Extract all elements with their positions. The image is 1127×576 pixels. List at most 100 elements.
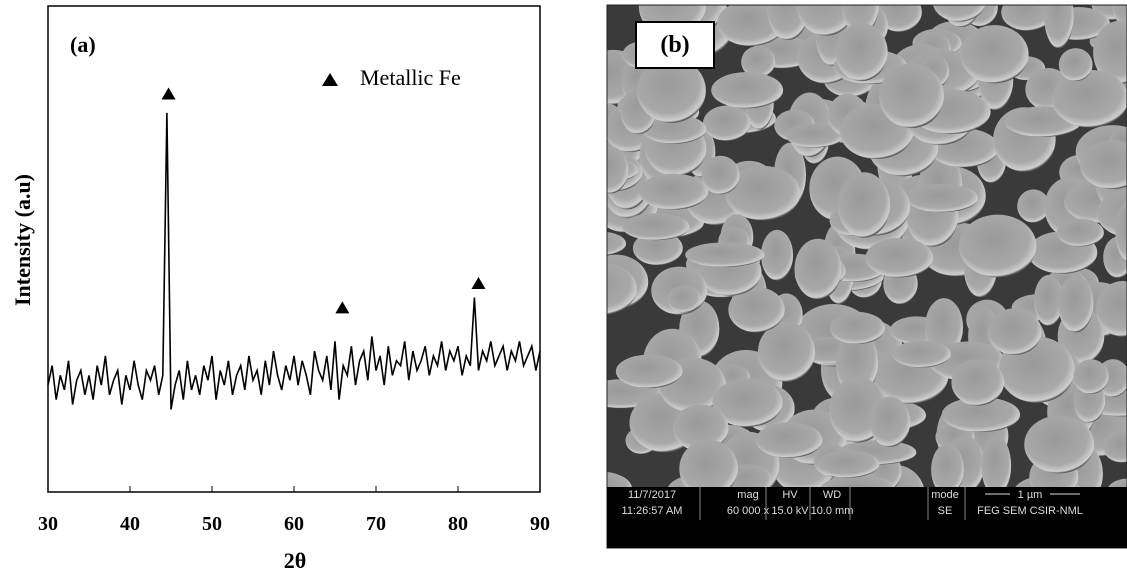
peak-marker <box>471 277 486 290</box>
particle <box>829 311 885 345</box>
particle <box>642 114 707 144</box>
particle <box>757 321 815 382</box>
info-text: 11/7/2017 <box>628 489 676 501</box>
particle <box>1024 415 1095 474</box>
particle <box>607 146 629 194</box>
particle <box>667 285 701 313</box>
info-bar-text: 11/7/2017 11:26:57 AM mag 60 000 x HV 15.0 kV… <box>622 487 1083 520</box>
x-tick-label: 70 <box>366 513 386 535</box>
particle <box>741 45 776 78</box>
particle <box>837 172 891 238</box>
particle <box>712 378 783 428</box>
particle <box>906 184 979 213</box>
particle <box>981 435 1012 487</box>
particle <box>820 475 896 487</box>
info-text: 11:26:57 AM <box>622 505 683 517</box>
particle <box>1073 359 1109 394</box>
x-tick-label: 60 <box>284 513 304 535</box>
xrd-plot: (a) Metallic Fe 2θ Intensity (a.u) 30 40 5… <box>10 5 550 573</box>
particle <box>817 450 880 478</box>
x-tick-label: 50 <box>202 513 222 535</box>
particle <box>1115 200 1127 262</box>
particle <box>933 5 986 22</box>
particle <box>760 229 794 281</box>
legend-symbol <box>322 73 338 86</box>
info-text: HV <box>782 489 798 501</box>
particle <box>1093 20 1127 85</box>
x-tick-label: 30 <box>38 513 58 535</box>
info-bar <box>607 487 1127 548</box>
particle <box>869 396 911 447</box>
particle <box>1051 69 1127 128</box>
info-text: 60 000 x <box>727 505 770 517</box>
info-text: 15.0 kV <box>771 505 809 517</box>
legend-label: Metallic Fe <box>360 65 461 90</box>
info-text: mode <box>931 489 959 501</box>
particle <box>1102 430 1127 463</box>
peak-marker <box>161 87 176 100</box>
info-text: 10.0 mm <box>811 505 854 517</box>
x-axis-label: 2θ <box>284 548 306 573</box>
particle <box>673 404 729 452</box>
particle <box>1033 274 1064 326</box>
particle <box>931 443 964 487</box>
scale-label: 1 µm <box>1018 489 1043 501</box>
particle <box>794 238 842 300</box>
particle <box>607 157 639 183</box>
particle <box>865 238 934 278</box>
plot-frame <box>47 5 541 493</box>
particle <box>607 231 626 256</box>
particle <box>892 340 951 368</box>
particle <box>703 105 751 141</box>
sem-particles <box>607 5 1127 487</box>
panel-label: (a) <box>70 32 96 57</box>
particle <box>1001 5 1054 31</box>
instrument-text: FEG SEM CSIR-NML <box>977 505 1083 517</box>
particle <box>1017 189 1050 223</box>
peak-marker <box>335 301 350 314</box>
particle <box>638 173 709 210</box>
particle <box>785 123 845 148</box>
y-axis-label: Intensity (a.u) <box>10 174 35 306</box>
info-text: mag <box>737 489 758 501</box>
particle <box>728 286 785 333</box>
particle <box>679 439 738 487</box>
particle <box>879 63 944 129</box>
panel-label-box <box>635 21 715 69</box>
x-tick-label: 40 <box>120 513 140 535</box>
particle <box>1079 140 1127 190</box>
particle <box>960 25 1029 84</box>
particle <box>951 359 1005 406</box>
particle <box>987 308 1042 355</box>
particle <box>711 72 784 109</box>
particle <box>1058 48 1093 82</box>
particle <box>835 23 888 82</box>
xrd-line <box>47 112 541 410</box>
particle <box>958 214 1037 278</box>
particle <box>607 472 632 487</box>
particle <box>615 354 683 389</box>
x-tick-label: 80 <box>448 513 468 535</box>
info-text: WD <box>823 489 841 501</box>
particle <box>1096 281 1127 337</box>
particle <box>636 57 706 123</box>
panel-label: (b) <box>660 32 689 58</box>
particle <box>632 231 683 266</box>
particle <box>622 213 690 241</box>
particle <box>755 422 823 458</box>
particle <box>796 5 856 36</box>
particle <box>607 262 637 315</box>
particle <box>1108 478 1127 487</box>
particle <box>1044 5 1074 49</box>
particle <box>1058 275 1094 333</box>
sem-image: (b) 11/7/2017 11:26:57 AM mag 60 000 x HV 15.… <box>606 4 1127 549</box>
info-text: SE <box>938 505 953 517</box>
particle <box>725 165 801 221</box>
particle <box>941 397 1021 433</box>
particle <box>877 5 922 32</box>
x-tick-label: 90 <box>530 513 550 535</box>
particle <box>701 155 740 195</box>
particle <box>1056 218 1104 247</box>
